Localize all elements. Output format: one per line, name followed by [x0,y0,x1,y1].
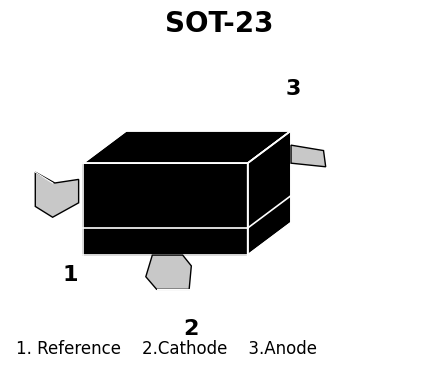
Text: SOT-23: SOT-23 [165,10,273,38]
Polygon shape [247,131,290,255]
Polygon shape [83,163,247,255]
Text: 1. Reference    2.Cathode    3.Anode: 1. Reference 2.Cathode 3.Anode [16,340,316,358]
Polygon shape [290,145,325,167]
Text: 1: 1 [62,265,78,285]
Polygon shape [145,255,191,290]
Polygon shape [83,131,290,163]
Text: 2: 2 [183,319,198,339]
Text: 3: 3 [285,79,300,99]
Polygon shape [35,172,78,217]
